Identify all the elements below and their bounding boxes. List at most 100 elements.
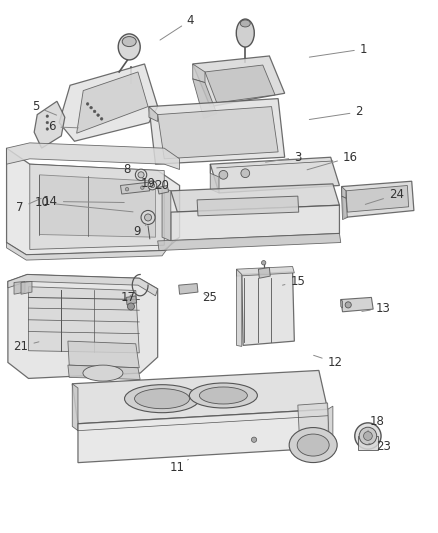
Polygon shape — [30, 164, 164, 249]
Circle shape — [86, 103, 89, 105]
Polygon shape — [7, 148, 180, 255]
Ellipse shape — [236, 19, 254, 47]
Text: 12: 12 — [314, 356, 343, 369]
Polygon shape — [342, 196, 347, 220]
Circle shape — [138, 172, 144, 178]
Polygon shape — [59, 64, 158, 141]
Polygon shape — [77, 72, 148, 133]
Circle shape — [125, 188, 129, 191]
Polygon shape — [68, 341, 139, 368]
Text: 18: 18 — [368, 415, 385, 431]
Polygon shape — [193, 56, 285, 107]
Circle shape — [364, 432, 372, 440]
Polygon shape — [298, 403, 329, 450]
Polygon shape — [342, 181, 414, 217]
Polygon shape — [342, 187, 346, 198]
Polygon shape — [210, 164, 219, 193]
Text: 2: 2 — [309, 106, 363, 119]
Polygon shape — [341, 297, 373, 312]
Ellipse shape — [199, 387, 247, 404]
Circle shape — [127, 303, 134, 310]
Ellipse shape — [189, 383, 258, 408]
Text: 24: 24 — [365, 188, 404, 204]
Polygon shape — [197, 196, 299, 216]
Polygon shape — [341, 300, 343, 308]
Polygon shape — [68, 365, 140, 379]
Text: 11: 11 — [170, 459, 188, 474]
Polygon shape — [171, 184, 339, 212]
Polygon shape — [28, 287, 139, 353]
Text: 7: 7 — [16, 198, 41, 214]
Circle shape — [241, 169, 250, 177]
Circle shape — [345, 302, 351, 308]
Circle shape — [219, 171, 228, 179]
Polygon shape — [237, 269, 242, 346]
Polygon shape — [8, 274, 158, 296]
Polygon shape — [358, 436, 378, 450]
Polygon shape — [171, 205, 339, 241]
Text: 16: 16 — [307, 151, 358, 170]
Text: 25: 25 — [202, 291, 217, 304]
Text: 15: 15 — [283, 275, 305, 288]
Polygon shape — [34, 101, 65, 148]
Polygon shape — [258, 268, 270, 278]
Text: 14: 14 — [43, 195, 124, 208]
Circle shape — [251, 437, 257, 442]
Ellipse shape — [289, 427, 337, 463]
Text: 5: 5 — [32, 100, 57, 115]
Circle shape — [145, 214, 152, 221]
Text: 19: 19 — [141, 177, 155, 190]
Circle shape — [46, 115, 49, 117]
Circle shape — [141, 211, 155, 224]
Polygon shape — [162, 188, 171, 241]
Ellipse shape — [134, 389, 190, 409]
Polygon shape — [7, 237, 180, 260]
Circle shape — [90, 107, 92, 109]
Circle shape — [261, 261, 266, 265]
Circle shape — [141, 186, 144, 189]
Polygon shape — [21, 281, 32, 294]
Polygon shape — [158, 233, 341, 251]
Text: 10: 10 — [34, 196, 133, 212]
Text: 17: 17 — [120, 291, 135, 304]
Text: 8: 8 — [124, 163, 138, 176]
Circle shape — [46, 128, 49, 130]
Ellipse shape — [124, 385, 200, 413]
Polygon shape — [237, 266, 294, 276]
Polygon shape — [7, 143, 180, 169]
Ellipse shape — [297, 434, 329, 456]
Polygon shape — [158, 185, 169, 194]
Circle shape — [135, 169, 147, 181]
Polygon shape — [205, 65, 275, 103]
Text: 1: 1 — [309, 43, 367, 57]
Polygon shape — [242, 272, 294, 345]
Circle shape — [150, 183, 155, 188]
Circle shape — [46, 122, 49, 124]
Polygon shape — [72, 384, 78, 431]
Text: 21: 21 — [14, 340, 39, 353]
Circle shape — [97, 114, 99, 116]
Circle shape — [148, 181, 157, 190]
Ellipse shape — [83, 365, 123, 381]
Text: 23: 23 — [369, 440, 391, 453]
Text: 20: 20 — [155, 179, 170, 192]
Ellipse shape — [118, 34, 140, 60]
Text: 13: 13 — [362, 302, 391, 314]
Text: 4: 4 — [160, 14, 194, 40]
Polygon shape — [8, 274, 158, 378]
Polygon shape — [328, 406, 333, 448]
Polygon shape — [158, 107, 278, 159]
Polygon shape — [179, 284, 198, 294]
Text: 6: 6 — [48, 120, 78, 133]
Circle shape — [355, 423, 381, 449]
Polygon shape — [39, 175, 155, 237]
Polygon shape — [149, 107, 158, 122]
Polygon shape — [193, 64, 205, 83]
Polygon shape — [346, 185, 409, 212]
Polygon shape — [72, 370, 328, 424]
Polygon shape — [210, 157, 339, 193]
Circle shape — [93, 110, 96, 112]
Text: 9: 9 — [133, 224, 147, 238]
Polygon shape — [149, 99, 285, 164]
Polygon shape — [120, 182, 150, 194]
